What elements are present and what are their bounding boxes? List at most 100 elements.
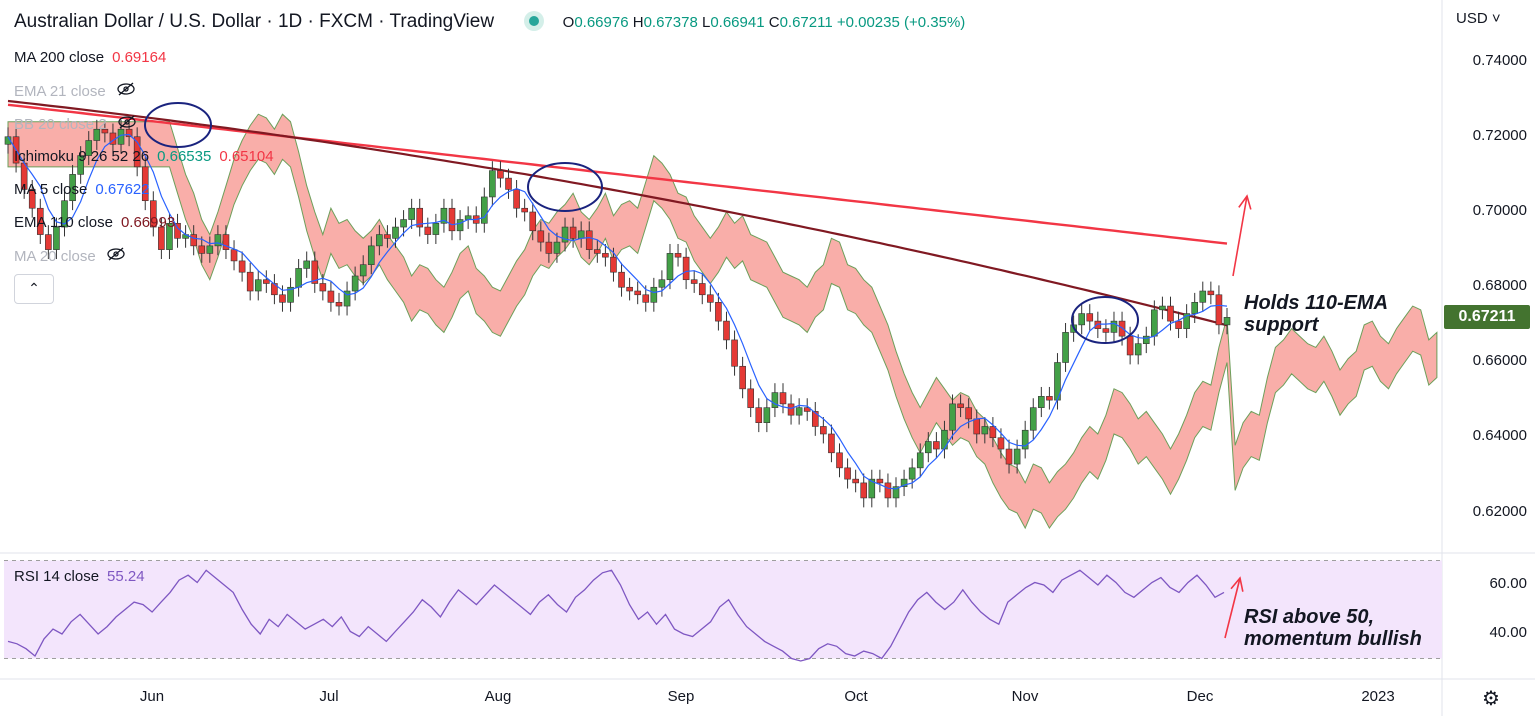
candle-body [222,234,230,250]
candle-body [69,174,76,202]
ichimoku-cloud [7,113,1438,530]
legend-ma20[interactable]: MA 20 close [14,247,126,266]
candle-body [335,301,343,307]
candle-body [311,260,319,284]
eye-off-icon[interactable] [116,82,136,101]
eye-off-icon[interactable] [106,247,126,266]
candle-body [319,283,327,292]
gear-icon[interactable]: ⚙ [1482,688,1500,710]
candle-body [190,234,197,247]
x-tick-label: Sep [667,688,695,705]
candle-body [359,264,367,277]
legend-bb[interactable]: BB 20 close 2 [14,115,137,134]
candle-body [206,245,214,254]
chevron-down-icon: ˅ [1491,10,1501,27]
x-tick-label: Oct [844,688,868,705]
candle-body [682,256,690,281]
candle-body [811,411,819,427]
candle-body [933,441,940,450]
candle-body [828,433,835,454]
y-tick-label: 0.68000 [1472,277,1527,294]
x-tick-label: Aug [484,688,512,705]
candle-body [53,226,60,250]
ohlc-readout: O0.66976 H0.67378 L0.66941 C0.67211 +0.0… [562,14,966,31]
candle-body [303,260,310,269]
rsi-y-tick-label: 40.00 [1489,624,1527,641]
last-price-tag: 0.67211 [1444,305,1530,329]
candle-body [125,128,133,138]
candle-body [497,170,504,179]
rsi-momentum-note: RSI above 50, momentum bullish [1244,606,1422,650]
candle-body [787,403,795,416]
candle-body [424,226,432,235]
collapse-legend-button[interactable]: ⌃ [14,274,54,304]
candle-body [392,226,399,239]
candle-body [997,437,1005,450]
legend-rsi[interactable]: RSI 14 close 55.24 [14,568,145,585]
candle-body [505,177,512,190]
candle-body [1167,305,1174,322]
candle-body [1175,320,1182,329]
x-tick-label: 2023 [1361,688,1395,705]
candle-body [941,429,948,450]
candle-body [1046,396,1053,401]
ma5-line [7,133,1228,490]
candle-body [836,452,843,469]
candle-body [400,219,407,228]
x-tick-label: Dec [1186,688,1214,705]
candle-body [343,290,351,307]
legend-ma200[interactable]: MA 200 close 0.69164 [14,49,167,66]
candle-body [1021,429,1029,450]
candle-body [166,222,173,250]
market-status-icon [529,16,540,27]
candle-body [1142,335,1150,344]
x-tick-label: Jul [319,688,339,705]
highlight-circle [1071,296,1139,344]
candle-body [1159,305,1166,311]
candle-body [723,320,730,341]
rsi-band [4,560,1442,659]
candle-body [1183,313,1190,329]
candle-body [860,482,868,499]
candle-body [602,253,609,258]
candle-body [537,230,545,243]
symbol-title[interactable]: Australian Dollar / U.S. Dollar · 1D · F… [14,11,495,32]
candle-body [731,339,738,367]
y-tick-label: 0.64000 [1472,427,1527,444]
candle-body [521,207,528,213]
candle-body [908,467,916,480]
candle-body [1191,301,1199,314]
candle-body [1223,317,1231,326]
y-tick-label: 0.62000 [1472,503,1527,520]
legend-ema21[interactable]: EMA 21 close [14,82,136,101]
candle-body [295,268,302,288]
candle-body [513,189,520,209]
legend-ema110[interactable]: EMA 110 close 0.66993 [14,214,176,231]
candle-body [1078,313,1085,326]
price-arrow-head [1238,194,1252,210]
price-arrow [1232,195,1248,277]
candle-body [634,290,641,296]
candle-body [93,128,101,141]
currency-selector[interactable]: USD ˅ [1456,10,1501,27]
legend-ichimoku[interactable]: Ichimoku 9 26 52 26 0.66535 0.65104 [14,148,274,165]
legend-ma5[interactable]: MA 5 close 0.67622 [14,181,150,198]
candle-body [141,166,149,202]
eye-off-icon[interactable] [117,115,137,134]
y-tick-label: 0.74000 [1472,52,1527,69]
candle-body [133,136,141,168]
candle-body [448,207,456,232]
candle-body [214,234,222,247]
candle-body [561,226,569,243]
candle-body [384,234,391,239]
highlight-circle [527,162,603,212]
candle-body [376,234,383,247]
candle-body [1029,407,1037,431]
x-tick-label: Jun [139,688,165,705]
candle-body [1086,313,1094,322]
candle-body [771,392,779,408]
candle-body [844,467,851,480]
candle-body [892,486,900,499]
rsi-y-tick-label: 60.00 [1489,575,1527,592]
